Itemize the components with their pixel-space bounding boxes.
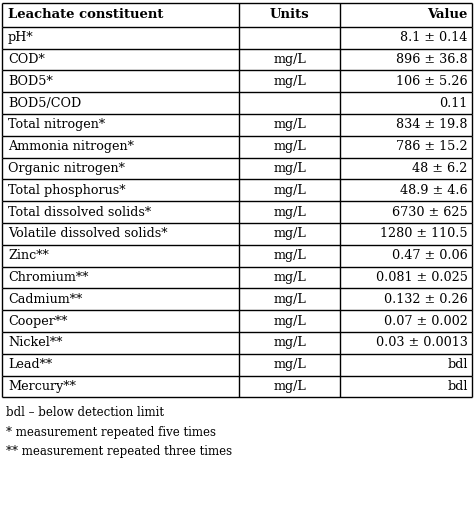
Text: Ammonia nitrogen*: Ammonia nitrogen* xyxy=(8,140,134,153)
Text: mg/L: mg/L xyxy=(273,162,306,175)
Text: 8.1 ± 0.14: 8.1 ± 0.14 xyxy=(401,31,468,44)
Text: 1280 ± 110.5: 1280 ± 110.5 xyxy=(380,228,468,240)
Text: mg/L: mg/L xyxy=(273,337,306,349)
Text: mg/L: mg/L xyxy=(273,271,306,284)
Text: mg/L: mg/L xyxy=(273,380,306,393)
Text: 48.9 ± 4.6: 48.9 ± 4.6 xyxy=(400,184,468,197)
Text: Total dissolved solids*: Total dissolved solids* xyxy=(8,206,151,219)
Text: mg/L: mg/L xyxy=(273,206,306,219)
Text: Chromium**: Chromium** xyxy=(8,271,89,284)
Text: mg/L: mg/L xyxy=(273,358,306,371)
Text: 0.132 ± 0.26: 0.132 ± 0.26 xyxy=(384,293,468,306)
Text: Cadmium**: Cadmium** xyxy=(8,293,82,306)
Text: Total phosphorus*: Total phosphorus* xyxy=(8,184,126,197)
Text: BOD5/COD: BOD5/COD xyxy=(8,97,82,110)
Text: BOD5*: BOD5* xyxy=(8,75,53,88)
Text: Value: Value xyxy=(428,8,468,21)
Text: Leachate constituent: Leachate constituent xyxy=(8,8,164,21)
Text: Cooper**: Cooper** xyxy=(8,315,67,328)
Text: 834 ± 19.8: 834 ± 19.8 xyxy=(396,119,468,131)
Text: Organic nitrogen*: Organic nitrogen* xyxy=(8,162,125,175)
Text: 48 ± 6.2: 48 ± 6.2 xyxy=(412,162,468,175)
Text: mg/L: mg/L xyxy=(273,249,306,262)
Text: 0.07 ± 0.002: 0.07 ± 0.002 xyxy=(384,315,468,328)
Text: COD*: COD* xyxy=(8,53,45,66)
Text: bdl: bdl xyxy=(447,380,468,393)
Text: mg/L: mg/L xyxy=(273,53,306,66)
Text: mg/L: mg/L xyxy=(273,184,306,197)
Text: Total nitrogen*: Total nitrogen* xyxy=(8,119,105,131)
Text: mg/L: mg/L xyxy=(273,228,306,240)
Text: Nickel**: Nickel** xyxy=(8,337,63,349)
Text: pH*: pH* xyxy=(8,31,34,44)
Text: 786 ± 15.2: 786 ± 15.2 xyxy=(396,140,468,153)
Text: 0.081 ± 0.025: 0.081 ± 0.025 xyxy=(376,271,468,284)
Text: 0.03 ± 0.0013: 0.03 ± 0.0013 xyxy=(376,337,468,349)
Text: Volatile dissolved solids*: Volatile dissolved solids* xyxy=(8,228,167,240)
Text: mg/L: mg/L xyxy=(273,140,306,153)
Text: Mercury**: Mercury** xyxy=(8,380,76,393)
Text: mg/L: mg/L xyxy=(273,315,306,328)
Text: mg/L: mg/L xyxy=(273,293,306,306)
Text: bdl: bdl xyxy=(447,358,468,371)
Text: 106 ± 5.26: 106 ± 5.26 xyxy=(396,75,468,88)
Text: 0.11: 0.11 xyxy=(439,97,468,110)
Text: bdl – below detection limit: bdl – below detection limit xyxy=(6,407,164,419)
Text: Lead**: Lead** xyxy=(8,358,52,371)
Text: 896 ± 36.8: 896 ± 36.8 xyxy=(396,53,468,66)
Text: mg/L: mg/L xyxy=(273,75,306,88)
Text: 0.47 ± 0.06: 0.47 ± 0.06 xyxy=(392,249,468,262)
Text: Zinc**: Zinc** xyxy=(8,249,49,262)
Text: ** measurement repeated three times: ** measurement repeated three times xyxy=(6,445,232,458)
Text: Units: Units xyxy=(270,8,310,21)
Text: mg/L: mg/L xyxy=(273,119,306,131)
Text: * measurement repeated five times: * measurement repeated five times xyxy=(6,426,216,439)
Text: 6730 ± 625: 6730 ± 625 xyxy=(392,206,468,219)
